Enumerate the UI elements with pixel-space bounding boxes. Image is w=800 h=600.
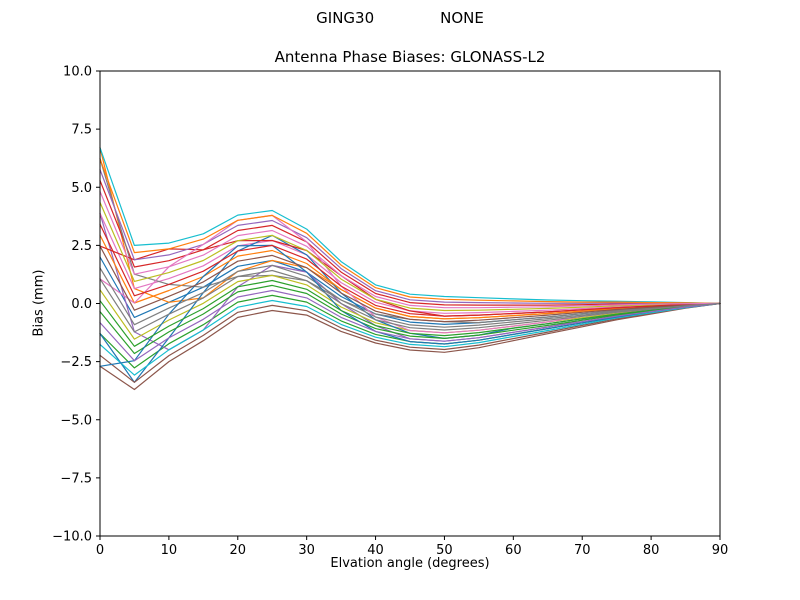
series-line	[99, 284, 721, 355]
series-line	[99, 302, 721, 391]
series-line	[99, 299, 721, 376]
series-line	[99, 264, 721, 328]
x-axis-label: Elvation angle (degrees)	[330, 556, 490, 571]
series-line	[99, 302, 721, 383]
x-tick-label: 50	[436, 543, 453, 558]
series-line	[99, 158, 721, 324]
figure-suptitle: GING30 NONE	[0, 9, 800, 27]
series-line	[99, 269, 721, 333]
x-tick-label: 30	[298, 543, 315, 558]
y-tick-label: 7.5	[71, 123, 92, 138]
x-tick-label: 80	[643, 543, 660, 558]
series-line	[99, 212, 721, 314]
x-tick-label: 20	[230, 543, 247, 558]
suptitle-right: NONE	[440, 9, 484, 27]
y-tick-label: −5.0	[60, 413, 92, 428]
series-line	[99, 201, 721, 312]
series-line	[99, 190, 721, 309]
series-line	[99, 223, 721, 317]
axes-title: Antenna Phase Biases: GLONASS-L2	[274, 48, 546, 66]
series-line	[99, 244, 721, 367]
x-tick-label: 40	[367, 543, 384, 558]
x-tick-label: 10	[161, 543, 178, 558]
x-tick-label: 60	[505, 543, 522, 558]
y-axis-label: Bias (mm)	[31, 269, 47, 337]
series-line	[99, 158, 721, 305]
y-tick-label: −7.5	[60, 471, 92, 486]
y-tick-label: −10.0	[52, 530, 92, 545]
suptitle-left: GING30	[316, 9, 375, 27]
y-tick-label: 5.0	[71, 181, 92, 196]
series-line	[99, 279, 721, 347]
series-line	[99, 147, 721, 320]
series-line	[99, 289, 721, 362]
x-tick-label: 70	[574, 543, 591, 558]
y-tick-label: 0.0	[71, 297, 92, 312]
series-line	[99, 245, 721, 323]
x-tick-label: 90	[712, 543, 729, 558]
series-line	[99, 212, 721, 351]
y-tick-label: 10.0	[63, 65, 92, 80]
y-tick-label: −2.5	[60, 355, 92, 370]
series-line	[99, 147, 721, 305]
y-tick-label: 2.5	[71, 239, 92, 254]
x-tick-label: 0	[96, 543, 104, 558]
